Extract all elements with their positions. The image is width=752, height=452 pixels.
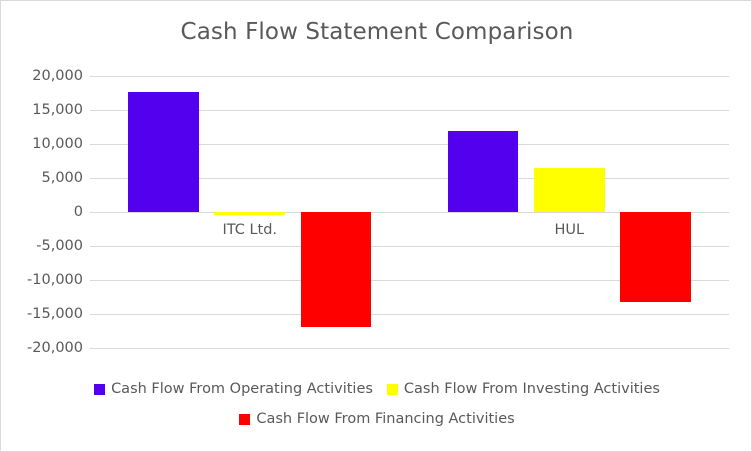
legend-label: Cash Flow From Investing Activities — [403, 381, 660, 397]
legend-swatch-icon — [386, 383, 398, 395]
bar — [128, 91, 199, 212]
legend-swatch-icon — [94, 383, 106, 395]
legend-item[interactable]: Cash Flow From Operating Activities — [94, 374, 373, 404]
bar — [620, 212, 691, 302]
y-axis-tick-label: 20,000 — [32, 68, 83, 84]
gridline — [90, 246, 729, 247]
x-axis-category-label: ITC Ltd. — [222, 222, 278, 238]
y-axis-tick-label: 5,000 — [41, 170, 83, 186]
y-axis-tick-label: -5,000 — [36, 238, 83, 254]
plot-area: ITC Ltd. HUL — [90, 76, 729, 349]
gridline — [90, 144, 729, 145]
chart-title: Cash Flow Statement Comparison — [180, 19, 574, 45]
bar — [533, 167, 605, 212]
gridline — [90, 348, 729, 349]
gridline — [90, 212, 729, 213]
y-axis-tick-label: -20,000 — [27, 340, 83, 356]
x-axis-category-label: HUL — [554, 222, 585, 238]
gridline — [90, 314, 729, 315]
bar — [447, 131, 519, 212]
legend-swatch-icon — [239, 413, 251, 425]
legend-label: Cash Flow From Financing Activities — [256, 411, 515, 427]
legend-item[interactable]: Cash Flow From Financing Activities — [239, 404, 515, 434]
bar — [300, 212, 372, 327]
gridline — [90, 178, 729, 179]
y-axis-tick-label: -15,000 — [27, 306, 83, 322]
chart-legend: Cash Flow From Operating Activities Cash … — [1, 374, 751, 434]
gridline — [90, 76, 729, 77]
y-axis-tick-label: -10,000 — [27, 272, 83, 288]
bar — [214, 212, 286, 215]
y-axis: 20,000 15,000 10,000 5,000 0 -5,000 -10,000 -15… — [1, 68, 83, 356]
gridline — [90, 280, 729, 281]
y-axis-tick-label: 15,000 — [32, 102, 83, 118]
y-axis-tick-label: 0 — [73, 204, 83, 220]
y-axis-tick-label: 10,000 — [32, 136, 83, 152]
gridline — [90, 110, 729, 111]
legend-label: Cash Flow From Operating Activities — [111, 381, 373, 397]
legend-item[interactable]: Cash Flow From Investing Activities — [386, 374, 660, 404]
